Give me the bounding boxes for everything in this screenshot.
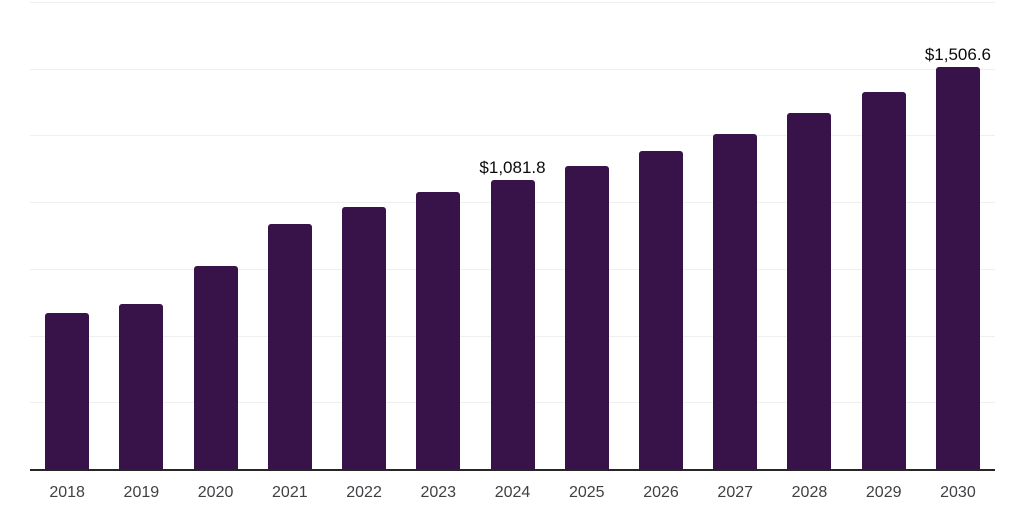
x-axis-label-2025: 2025	[568, 484, 605, 501]
bar-value-label-2024: $1,081.8	[479, 158, 546, 178]
bar-cell-2027	[698, 2, 772, 469]
x-axis-label-2022: 2022	[346, 484, 382, 501]
bar-cell-2019	[104, 2, 178, 469]
bar-2020	[193, 265, 238, 469]
gridline-1250	[30, 135, 995, 137]
bar-2029	[861, 91, 906, 469]
bar-2019	[119, 303, 164, 469]
bar-2027	[713, 134, 758, 469]
x-axis-label-2029: 2029	[865, 484, 902, 501]
x-axis-labels: 2018 2019 2020 2021 2022 2023 2024 2025 2026 2027…	[30, 483, 995, 503]
x-axis-label-2020: 2020	[197, 484, 234, 501]
gridline-1500	[30, 68, 995, 70]
bar-cell-2018	[30, 2, 104, 469]
bar-cell-2030: $1,506.6	[921, 2, 995, 469]
bar-2023	[416, 192, 461, 469]
bar-2028	[787, 113, 832, 469]
bar-cell-2021	[253, 2, 327, 469]
bar-cell-2020	[178, 2, 252, 469]
bar-2022	[342, 206, 387, 469]
bar-cell-2023	[401, 2, 475, 469]
bar-2024	[490, 180, 535, 469]
bar-cell-2029	[847, 2, 921, 469]
bar-value-label-2030: $1,506.6	[924, 44, 992, 64]
bar-2030	[935, 66, 980, 469]
bar-cell-2024: $1,081.8	[475, 2, 549, 469]
x-axis-label-2018: 2018	[49, 484, 85, 501]
x-axis-label-2027: 2027	[717, 484, 754, 501]
bar-cell-2026	[624, 2, 698, 469]
x-axis-label-2024: 2024	[494, 484, 531, 501]
x-axis-label-2021: 2021	[272, 484, 308, 501]
bar-cell-2028	[772, 2, 846, 469]
x-axis-line	[30, 469, 995, 471]
bar-2026	[638, 150, 683, 469]
bar-cell-2025	[550, 2, 624, 469]
x-axis-label-2026: 2026	[643, 484, 679, 501]
x-axis-label-2028: 2028	[791, 484, 828, 501]
x-axis-label-2030: 2030	[940, 484, 976, 501]
gridline-1750	[30, 2, 995, 3]
plot-area: $1,081.8 $1,506.6	[30, 2, 995, 469]
bar-2021	[267, 224, 312, 469]
x-axis-label-2019: 2019	[123, 484, 160, 501]
x-axis-label-2023: 2023	[420, 484, 457, 501]
bar-2018	[45, 312, 90, 469]
bar-cell-2022	[327, 2, 401, 469]
bar-2025	[564, 166, 609, 469]
bars-row: $1,081.8 $1,506.6	[30, 2, 995, 469]
